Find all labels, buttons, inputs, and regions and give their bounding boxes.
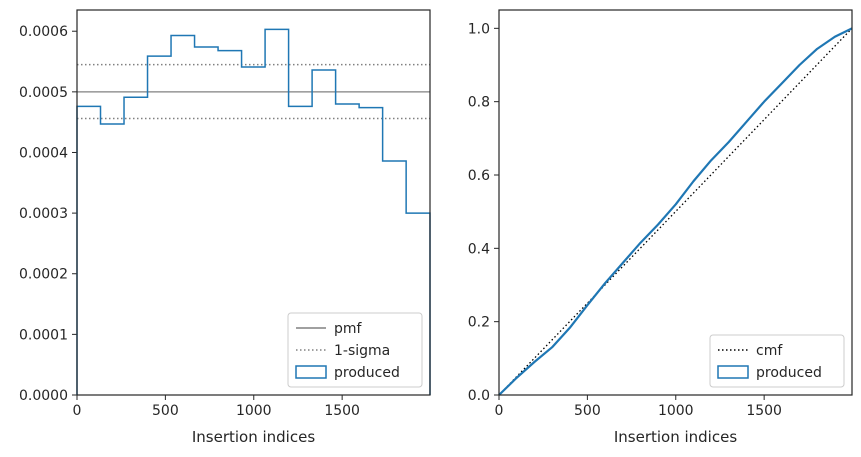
left-legend-box — [287, 312, 423, 388]
right-legend-label: produced — [756, 365, 822, 381]
left-plot-frame — [76, 9, 431, 396]
produced-cumulative-line — [498, 27, 853, 396]
left-y-tick-label: 0.0002 — [19, 267, 68, 283]
left-x-axis-label: Insertion indices — [192, 428, 315, 446]
left-x-tick-label: 0 — [73, 403, 82, 419]
right-x-tick-label: 1500 — [746, 403, 782, 419]
produced-histogram — [76, 28, 431, 395]
right-x-tick-label: 0 — [495, 403, 504, 419]
left-legend-label: pmf — [334, 321, 363, 337]
right-y-tick-label: 1.0 — [468, 21, 490, 37]
right-y-tick-label: 0.0 — [468, 388, 490, 404]
right-x-tick-label: 1000 — [658, 403, 694, 419]
right-legend-box — [709, 334, 845, 388]
right-legend-label: cmf — [756, 343, 783, 359]
left-legend-label: produced — [334, 365, 400, 381]
left-y-tick-label: 0.0005 — [19, 85, 68, 101]
left-y-tick-label: 0.0000 — [19, 388, 68, 404]
right-plot-frame — [498, 9, 853, 396]
right-legend-swatch — [717, 365, 749, 379]
left-y-tick-label: 0.0004 — [19, 145, 68, 161]
right-y-tick-label: 0.2 — [468, 315, 490, 331]
right-y-tick-label: 0.6 — [468, 168, 490, 184]
right-y-tick-label: 0.4 — [468, 241, 490, 257]
right-chart: 0 500 1000 1500 0.0 0.2 0.4 0.6 0.8 1.0 Insertion … — [468, 9, 853, 446]
left-y-tick-label: 0.0001 — [19, 327, 68, 343]
left-x-tick-label: 1500 — [324, 403, 360, 419]
left-x-tick-label: 500 — [152, 403, 179, 419]
left-y-tick-label: 0.0006 — [19, 24, 68, 40]
right-y-tick-label: 0.8 — [468, 95, 490, 111]
left-chart: 0 500 1000 1500 0.0000 0.0001 0.0002 0.0003 0.00… — [19, 9, 431, 446]
left-x-tick-label: 1000 — [236, 403, 272, 419]
left-legend-label: 1-sigma — [334, 343, 390, 359]
right-x-axis-label: Insertion indices — [614, 428, 737, 446]
right-x-tick-label: 500 — [574, 403, 601, 419]
left-legend-swatch — [295, 365, 327, 379]
left-y-tick-label: 0.0003 — [19, 206, 68, 222]
cmf-line — [498, 27, 853, 396]
